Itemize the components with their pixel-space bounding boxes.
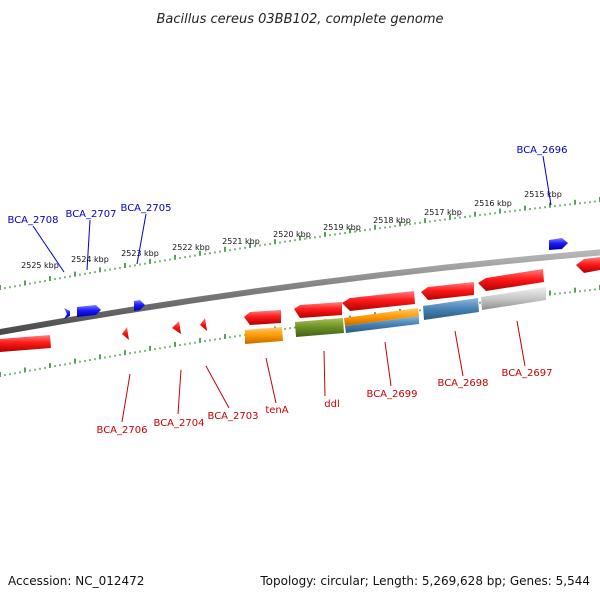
gene-arrow[interactable] bbox=[549, 238, 568, 250]
gene-label[interactable]: BCA_2703 bbox=[208, 411, 259, 422]
gene-label[interactable]: BCA_2704 bbox=[154, 418, 205, 429]
gene-arrow[interactable] bbox=[122, 327, 129, 340]
gene-label[interactable]: BCA_2707 bbox=[66, 209, 117, 220]
gene-labels: BCA_2708 BCA_2707 BCA_2705 BCA_2696 BCA_… bbox=[8, 145, 568, 436]
cog-block bbox=[345, 316, 419, 333]
gene-label[interactable]: BCA_2698 bbox=[438, 378, 489, 389]
gene-arrow[interactable] bbox=[342, 291, 415, 311]
scale-label: 2518 kbp bbox=[373, 216, 411, 225]
scale-label: 2517 kbp bbox=[424, 208, 462, 217]
cog-block bbox=[295, 318, 344, 337]
gene-label[interactable]: BCA_2708 bbox=[8, 215, 59, 226]
outer-scale-ticks bbox=[0, 197, 600, 290]
cog-block bbox=[344, 308, 419, 326]
scale-labels: 2525 kbp 2524 kbp 2523 kbp 2522 kbp 2521… bbox=[21, 190, 562, 270]
scale-label: 2520 kbp bbox=[273, 230, 311, 239]
scale-label: 2516 kbp bbox=[474, 199, 512, 208]
scale-label: 2519 kbp bbox=[323, 223, 361, 232]
cog-block bbox=[245, 327, 283, 344]
gene-label-leaders bbox=[32, 155, 552, 423]
gene-label[interactable]: BCA_2697 bbox=[502, 368, 553, 379]
gene-arrow[interactable] bbox=[576, 257, 600, 273]
gene-arrow[interactable] bbox=[64, 308, 70, 319]
gene-label[interactable]: ddl bbox=[324, 399, 339, 410]
scale-label: 2515 kbp bbox=[524, 190, 562, 199]
gene-arrow[interactable] bbox=[244, 310, 281, 325]
accession-text: Accession: NC_012472 bbox=[8, 574, 144, 588]
gene-arrow[interactable] bbox=[134, 300, 145, 311]
gene-arrow[interactable] bbox=[77, 305, 101, 317]
gene-label[interactable]: BCA_2706 bbox=[97, 425, 148, 436]
scale-label: 2524 kbp bbox=[71, 255, 109, 264]
gene-label[interactable]: BCA_2696 bbox=[517, 145, 568, 156]
scale-label: 2522 kbp bbox=[172, 243, 210, 252]
gene-label[interactable]: BCA_2705 bbox=[121, 203, 172, 214]
gene-arrow[interactable] bbox=[294, 302, 342, 318]
reverse-strand-genes bbox=[0, 257, 600, 352]
genome-summary-text: Topology: circular; Length: 5,269,628 bp… bbox=[259, 574, 590, 588]
gene-label[interactable]: BCA_2699 bbox=[367, 389, 418, 400]
genome-backbone bbox=[0, 249, 600, 336]
gene-arrow[interactable] bbox=[0, 335, 51, 352]
gene-arrow[interactable] bbox=[172, 321, 181, 334]
scale-label: 2523 kbp bbox=[121, 249, 159, 258]
map-title: Bacillus cereus 03BB102, complete genome bbox=[156, 12, 443, 27]
gene-arrow[interactable] bbox=[421, 282, 474, 300]
scale-label: 2521 kbp bbox=[222, 237, 260, 246]
cog-block bbox=[423, 298, 479, 320]
scale-label: 2525 kbp bbox=[21, 261, 59, 270]
gene-label[interactable]: tenA bbox=[265, 405, 288, 416]
gene-arrow[interactable] bbox=[478, 269, 544, 291]
cog-block bbox=[481, 287, 546, 310]
gene-arrow[interactable] bbox=[200, 318, 207, 331]
forward-strand-genes bbox=[64, 238, 568, 319]
